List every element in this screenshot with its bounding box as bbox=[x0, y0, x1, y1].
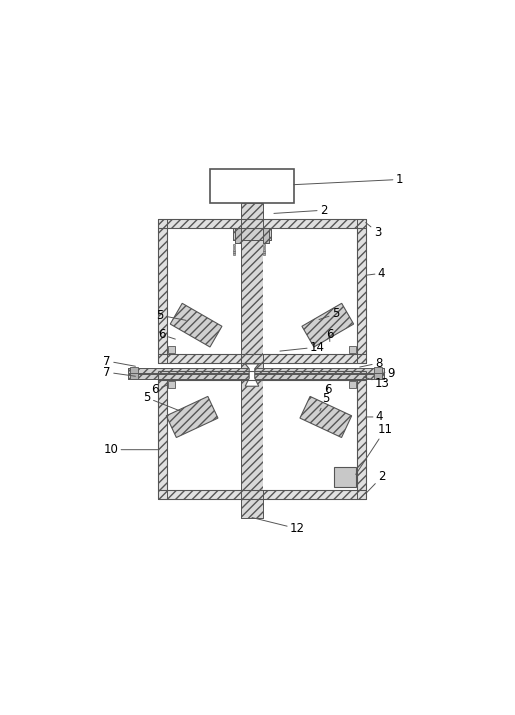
Bar bbox=[263, 228, 357, 355]
Polygon shape bbox=[166, 396, 218, 438]
Bar bbox=[374, 367, 382, 373]
Text: 7: 7 bbox=[104, 366, 135, 379]
Text: 10: 10 bbox=[104, 443, 158, 456]
Bar bbox=[235, 228, 241, 243]
Bar bbox=[168, 380, 175, 388]
Bar bbox=[334, 467, 356, 487]
Bar bbox=[233, 251, 235, 252]
Bar bbox=[158, 355, 366, 363]
Text: 9: 9 bbox=[384, 367, 395, 380]
Bar bbox=[233, 228, 271, 240]
Polygon shape bbox=[170, 303, 222, 347]
Text: 6: 6 bbox=[324, 383, 331, 396]
Bar bbox=[263, 249, 265, 250]
Bar bbox=[158, 371, 366, 380]
Bar bbox=[167, 228, 357, 355]
Bar bbox=[263, 228, 269, 243]
Bar bbox=[158, 371, 366, 380]
Text: 12: 12 bbox=[252, 518, 305, 536]
Text: 2: 2 bbox=[274, 204, 328, 217]
Bar bbox=[167, 380, 241, 490]
Bar bbox=[233, 253, 235, 255]
Text: 5: 5 bbox=[320, 393, 329, 411]
Bar bbox=[158, 355, 366, 363]
Bar bbox=[167, 380, 357, 490]
Bar bbox=[168, 346, 175, 353]
Bar bbox=[128, 368, 384, 373]
Bar bbox=[241, 204, 263, 518]
Bar bbox=[158, 490, 366, 499]
Bar bbox=[374, 373, 382, 379]
Bar bbox=[130, 373, 138, 379]
Bar bbox=[130, 367, 138, 373]
Bar bbox=[357, 220, 366, 363]
Bar bbox=[158, 220, 167, 363]
Text: 5: 5 bbox=[156, 309, 186, 322]
Polygon shape bbox=[245, 364, 259, 386]
Bar bbox=[210, 169, 294, 204]
Bar bbox=[241, 204, 263, 518]
Bar bbox=[263, 380, 357, 490]
Bar bbox=[128, 368, 384, 373]
Text: 14: 14 bbox=[280, 340, 325, 354]
Bar bbox=[158, 220, 167, 363]
Text: 8: 8 bbox=[359, 357, 382, 370]
Text: 1: 1 bbox=[294, 173, 403, 186]
Text: 11: 11 bbox=[356, 423, 393, 475]
Bar bbox=[357, 371, 366, 499]
Bar bbox=[233, 247, 235, 248]
Bar bbox=[263, 228, 269, 243]
Bar bbox=[128, 374, 384, 379]
Bar bbox=[158, 371, 167, 499]
Bar bbox=[349, 346, 356, 353]
Text: 3: 3 bbox=[366, 222, 381, 239]
Bar bbox=[263, 253, 265, 255]
Bar bbox=[128, 374, 384, 379]
Text: 13: 13 bbox=[364, 377, 390, 390]
Bar bbox=[158, 371, 167, 499]
Bar bbox=[158, 220, 366, 228]
Bar bbox=[263, 251, 265, 252]
Bar bbox=[167, 228, 241, 355]
Bar bbox=[158, 220, 366, 228]
Bar bbox=[349, 380, 356, 388]
Polygon shape bbox=[300, 396, 352, 438]
Text: 2: 2 bbox=[366, 470, 386, 493]
Bar bbox=[263, 245, 265, 246]
Bar bbox=[263, 247, 265, 248]
Bar bbox=[235, 228, 241, 243]
Bar bbox=[233, 245, 235, 246]
Text: 4: 4 bbox=[366, 410, 383, 423]
Bar bbox=[233, 228, 271, 240]
Text: 4: 4 bbox=[366, 267, 385, 280]
Polygon shape bbox=[302, 303, 354, 347]
Text: 7: 7 bbox=[104, 355, 135, 368]
Text: 6: 6 bbox=[158, 328, 175, 341]
Text: 6: 6 bbox=[326, 328, 333, 342]
Text: 6: 6 bbox=[151, 383, 167, 396]
Text: 5: 5 bbox=[143, 391, 180, 411]
Text: 5: 5 bbox=[319, 307, 339, 320]
Bar bbox=[158, 490, 366, 499]
Bar bbox=[357, 371, 366, 499]
Bar bbox=[233, 249, 235, 250]
Bar bbox=[357, 220, 366, 363]
